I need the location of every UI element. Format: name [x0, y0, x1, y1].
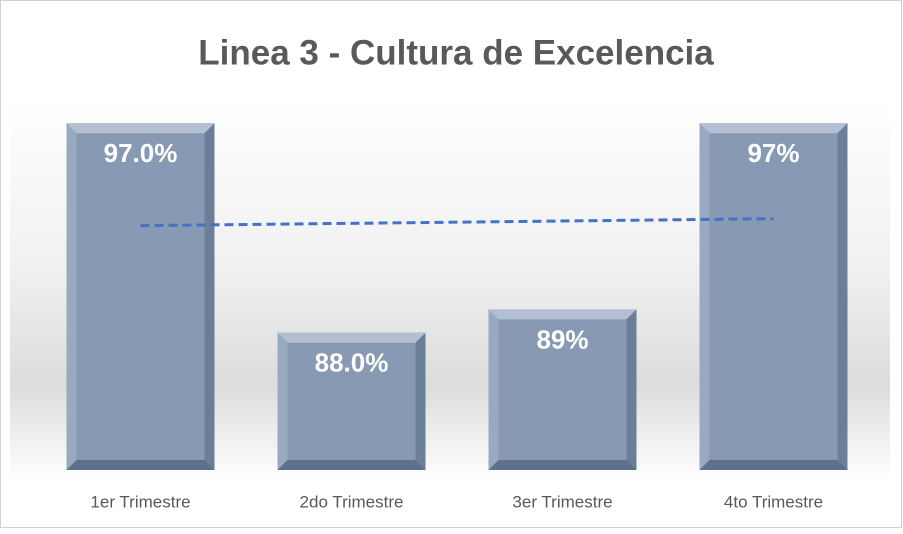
chart-title: Linea 3 - Cultura de Excelencia [198, 33, 714, 72]
x-tick-label: 4to Trimestre [724, 492, 823, 511]
bar [66, 123, 215, 470]
bar-bevel [277, 460, 426, 470]
bar-bevel [488, 309, 637, 320]
bar-bevel [626, 309, 637, 470]
data-label: 97.0% [104, 138, 178, 168]
bar-bevel [488, 460, 637, 470]
bar-bevel [277, 332, 288, 470]
bar-bevel [66, 123, 215, 134]
bar-bevel [66, 460, 215, 470]
bar-bevel [699, 460, 848, 470]
bar-bevel [488, 309, 499, 470]
x-tick-label: 1er Trimestre [90, 492, 190, 511]
bar-bevel [699, 123, 710, 470]
x-tick-label: 2do Trimestre [300, 492, 404, 511]
bar-bevel [277, 332, 426, 343]
bar [277, 332, 426, 470]
bar-bevel [66, 123, 77, 470]
trendline [140, 217, 774, 228]
bar [699, 123, 848, 470]
bar-bevel [204, 123, 215, 470]
x-tick-label: 3er Trimestre [512, 492, 612, 511]
bar-bevel [415, 332, 426, 470]
data-label: 89% [536, 324, 588, 354]
bar [488, 309, 637, 470]
bar-bevel [699, 123, 848, 134]
bar-bevel [837, 123, 848, 470]
data-label: 97% [747, 138, 799, 168]
data-label: 88.0% [315, 348, 389, 378]
